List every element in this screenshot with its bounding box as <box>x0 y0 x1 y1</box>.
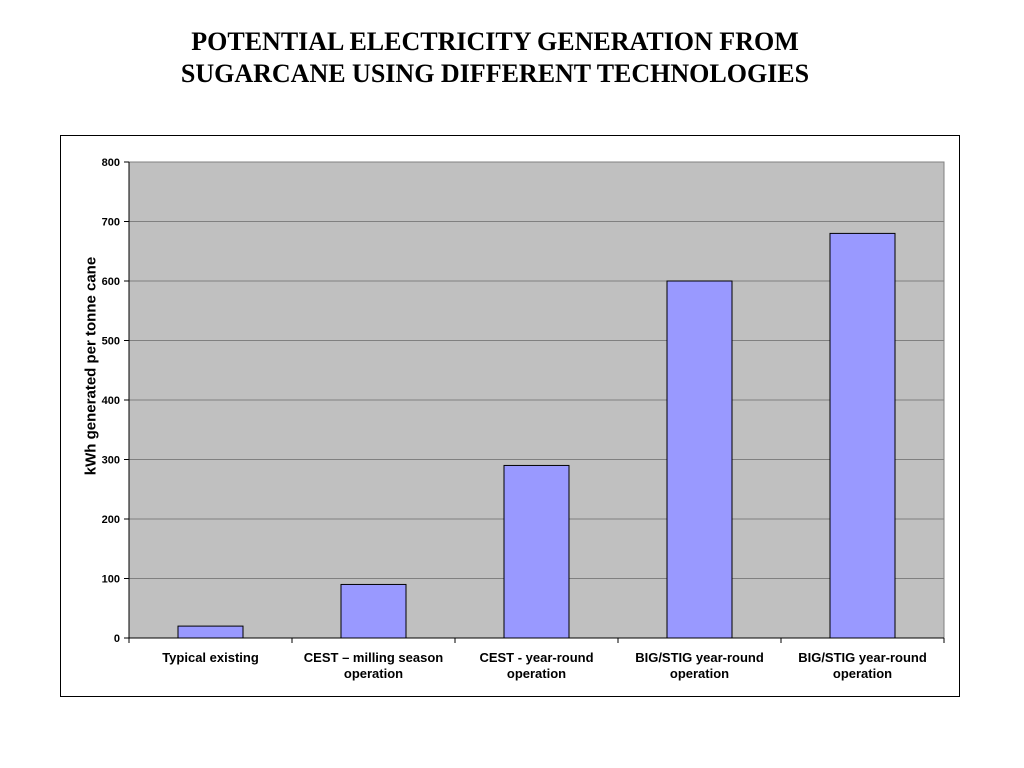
x-tick-label: operation <box>507 666 566 681</box>
bar <box>666 280 733 639</box>
x-tick-label: BIG/STIG year-round <box>635 650 764 665</box>
x-tick-label: CEST - year-round <box>479 650 593 665</box>
bar <box>503 464 570 639</box>
y-tick-label: 300 <box>102 455 120 467</box>
y-tick-label: 600 <box>102 276 120 288</box>
y-tick-label: 500 <box>102 336 120 348</box>
bar <box>177 625 244 639</box>
chart-title: POTENTIAL ELECTRICITY GENERATION FROM SU… <box>0 26 990 90</box>
y-tick-label: 0 <box>114 633 120 645</box>
y-tick-label: 800 <box>102 157 120 169</box>
y-tick-label: 200 <box>102 514 120 526</box>
y-tick-label: 400 <box>102 395 120 407</box>
y-tick-label: 700 <box>102 217 120 229</box>
chart-title-line-1: POTENTIAL ELECTRICITY GENERATION FROM <box>191 27 799 56</box>
y-axis-label: kWh generated per tonne cane <box>82 256 100 476</box>
chart-frame <box>60 135 960 697</box>
x-tick-label: operation <box>670 666 729 681</box>
chart-title-line-2: SUGARCANE USING DIFFERENT TECHNOLOGIES <box>180 59 810 88</box>
x-tick-label: CEST – milling season <box>304 650 443 665</box>
x-tick-label: operation <box>833 666 892 681</box>
bar <box>829 232 896 639</box>
x-tick-label: BIG/STIG year-round <box>798 650 927 665</box>
bar <box>340 583 407 639</box>
y-tick-label: 100 <box>102 574 120 586</box>
x-tick-label: operation <box>344 666 403 681</box>
x-tick-label: Typical existing <box>162 650 259 665</box>
